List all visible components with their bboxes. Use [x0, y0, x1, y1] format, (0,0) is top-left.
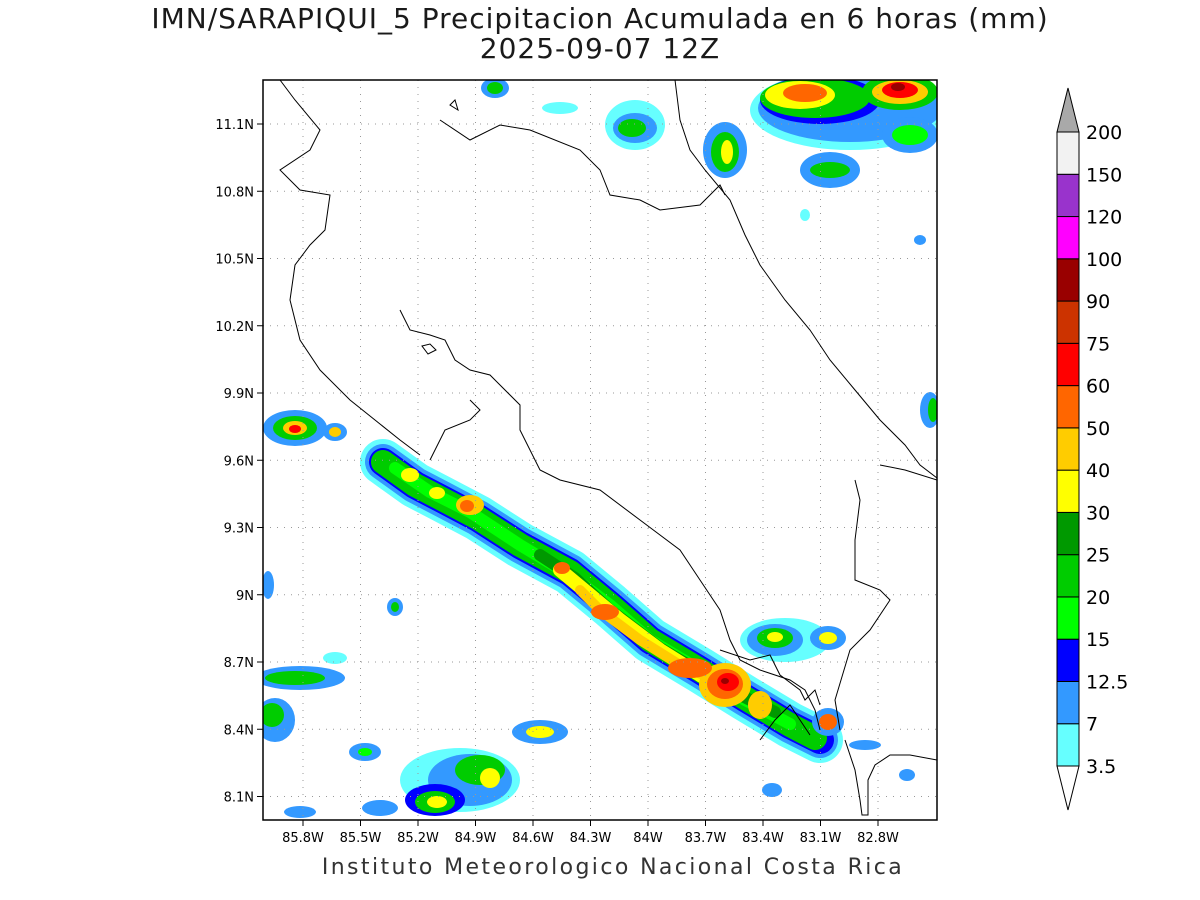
- colorbar-label: 15: [1086, 629, 1110, 651]
- colorbar-label: 120: [1086, 207, 1122, 229]
- colorbar-over-arrow: [1056, 87, 1080, 133]
- colorbar-label: 150: [1086, 164, 1122, 186]
- lake-nicaragua-edge: [449, 99, 459, 112]
- lat-lon-grid: [263, 80, 937, 820]
- colorbar-segment: [1056, 173, 1080, 218]
- y-tick-label: 8.1N: [224, 791, 254, 806]
- x-tick-label: 83.1W: [800, 831, 842, 846]
- colorbar-segment: [1056, 638, 1080, 682]
- gulf-of-nicoya: [399, 309, 821, 731]
- colorbar-label: 200: [1086, 122, 1122, 144]
- colorbar-segment: [1056, 131, 1080, 175]
- colorbar-label: 90: [1086, 291, 1110, 313]
- southern-cells: [740, 618, 915, 797]
- y-tick-label: 9N: [236, 589, 254, 604]
- y-tick-label: 8.7N: [224, 656, 254, 671]
- map-title: IMN/SARAPIQUI_5 Precipitacion Acumulada …: [151, 2, 1049, 35]
- nicaragua-border: [439, 119, 726, 211]
- y-tick-label: 10.2N: [215, 320, 254, 335]
- x-tick-label: 84.9W: [455, 831, 497, 846]
- colorbar-segment: [1056, 511, 1080, 556]
- x-tick-label: 85.8W: [282, 831, 324, 846]
- x-tick-label: 82.8W: [857, 831, 899, 846]
- colorbar-segment: [1056, 300, 1080, 344]
- colorbar-label: 100: [1086, 249, 1122, 271]
- x-tick-label: 84.3W: [570, 831, 612, 846]
- x-tick-label: 85.2W: [397, 831, 439, 846]
- map-valid-time: 2025-09-07 12Z: [479, 32, 721, 65]
- colorbar-segment: [1056, 554, 1080, 598]
- colorbar-label: 25: [1086, 545, 1110, 567]
- colorbar-segment: [1056, 469, 1080, 513]
- nicoya-inner: [429, 399, 481, 461]
- x-tick-label: 85.5W: [340, 831, 382, 846]
- y-tick-label: 10.5N: [215, 253, 254, 268]
- coastlines: [279, 80, 937, 816]
- southern-coast: [879, 464, 937, 481]
- colorbar-label: 60: [1086, 376, 1110, 398]
- latitude-axis: 11.1N 10.8N 10.5N 10.2N 9.9N 9.6N 9.3N 9N 8.7N 8.…: [215, 118, 263, 806]
- colorbar-label: 30: [1086, 502, 1110, 524]
- colorbar-segment: [1056, 596, 1080, 640]
- y-tick-label: 11.1N: [215, 118, 254, 133]
- colorbar-label: 12.5: [1086, 671, 1128, 693]
- caribbean-rain-cells: [481, 80, 937, 428]
- plot-frame: [262, 79, 938, 821]
- colorbar-label: 20: [1086, 587, 1110, 609]
- colorbar-segment: [1056, 385, 1080, 429]
- colorbar-under-arrow: [1056, 765, 1080, 811]
- x-tick-label: 83.4W: [742, 831, 784, 846]
- chira-island: [421, 343, 437, 355]
- colorbar-segment: [1056, 216, 1080, 260]
- x-tick-label: 83.7W: [685, 831, 727, 846]
- panama-border: [834, 479, 891, 731]
- osa-peninsula: [719, 649, 821, 706]
- colorbar-label: 75: [1086, 333, 1110, 355]
- longitude-axis: 85.8W 85.5W 85.2W 84.9W 84.6W 84.3W 84W 83.7W 83…: [282, 820, 899, 846]
- golfo-dulce: [759, 704, 811, 741]
- x-tick-label: 84W: [633, 831, 663, 846]
- y-tick-label: 9.9N: [224, 387, 254, 402]
- colorbar-label: 50: [1086, 418, 1110, 440]
- colorbar-label: 7: [1086, 714, 1098, 736]
- y-tick-label: 8.4N: [224, 723, 254, 738]
- y-tick-label: 9.6N: [224, 454, 254, 469]
- colorbar-segment: [1056, 342, 1080, 387]
- y-tick-label: 9.3N: [224, 522, 254, 537]
- caribbean-coastline: [674, 80, 937, 479]
- colorbar-label: 40: [1086, 460, 1110, 482]
- colorbar-label: 3.5: [1086, 756, 1116, 778]
- colorbar-segment: [1056, 427, 1080, 471]
- pacific-coastline-north: [279, 80, 421, 456]
- x-tick-label: 84.6W: [512, 831, 554, 846]
- colorbar-segment: [1056, 258, 1080, 302]
- precipitation-field: [263, 80, 937, 818]
- footer-credit: Instituto Meteorologico Nacional Costa R…: [321, 855, 905, 880]
- colorbar-segment: [1056, 680, 1080, 725]
- burica-peninsula: [844, 739, 937, 816]
- pacific-rain-band: [360, 439, 843, 763]
- colorbar-segment: [1056, 723, 1080, 767]
- precipitation-colorbar: 3.5 7 12.5 15 20 25 30 40 50 60 75 90 100 120 150 200: [1056, 87, 1128, 811]
- y-tick-label: 10.8N: [215, 185, 254, 200]
